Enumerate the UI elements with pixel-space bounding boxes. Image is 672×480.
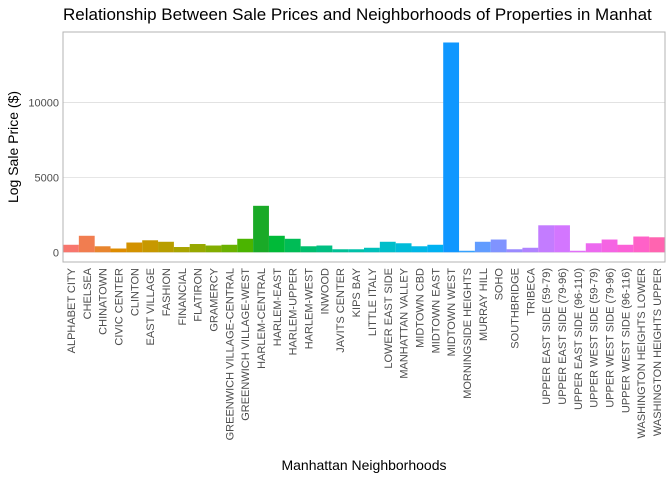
x-tick-label: ALPHABET CITY <box>66 267 78 353</box>
x-tick-label: UPPER WEST SIDE (59-79) <box>589 268 601 408</box>
x-tick-label: UPPER WEST SIDE (96-116) <box>620 268 632 413</box>
x-tick-label: GREENWICH VILLAGE-WEST <box>240 268 252 421</box>
bar <box>585 243 602 253</box>
bar <box>459 250 475 253</box>
x-tick-label: MORNINGSIDE HEIGHTS <box>462 268 474 399</box>
x-tick-label: WASHINGTON HEIGHTS LOWER <box>636 268 648 439</box>
x-tick-label: SOHO <box>494 268 506 301</box>
chart-title: Relationship Between Sale Prices and Nei… <box>63 5 652 24</box>
bar <box>601 239 618 253</box>
bar <box>348 249 364 253</box>
bar <box>554 225 570 253</box>
bar <box>221 244 238 253</box>
bar <box>316 245 333 253</box>
bar <box>649 237 665 253</box>
y-tick-label: 0 <box>53 247 59 259</box>
x-tick-label: WASHINGTON HEIGHTS UPPER <box>652 268 664 436</box>
x-tick-label: UPPER EAST SIDE (59-79) <box>541 268 553 405</box>
bar <box>522 247 539 253</box>
y-tick-label: 5000 <box>35 172 59 184</box>
x-tick-label: SOUTHBRIDGE <box>510 268 522 349</box>
bar <box>633 236 650 253</box>
bar <box>332 249 349 253</box>
bar <box>253 205 269 253</box>
x-tick-label: MIDTOWN EAST <box>430 268 442 354</box>
x-tick-label: FINANCIAL <box>177 268 189 325</box>
x-tick-label: UPPER WEST SIDE (79-96) <box>605 268 617 408</box>
x-tick-label: MURRAY HILL <box>478 268 490 341</box>
bar <box>284 238 301 253</box>
bar <box>142 240 159 253</box>
x-axis-title: Manhattan Neighborhoods <box>281 457 446 473</box>
bar <box>94 246 111 253</box>
x-tick-label: UPPER EAST SIDE (79-96) <box>557 268 569 405</box>
bar <box>110 248 127 253</box>
x-tick-label: CLINTON <box>129 268 141 316</box>
x-tick-label: UPPER EAST SIDE (96-110) <box>573 268 585 410</box>
bar <box>569 250 586 253</box>
x-tick-label: TRIBECA <box>525 267 537 315</box>
x-tick-label: GRAMERCY <box>209 267 221 331</box>
x-tick-label: JAVITS CENTER <box>335 268 347 353</box>
y-tick-label: 10000 <box>28 97 59 109</box>
x-tick-label: FASHION <box>161 268 173 316</box>
x-tick-label: CHELSEA <box>82 267 94 319</box>
x-tick-label: MIDTOWN WEST <box>446 268 458 357</box>
bar <box>617 244 634 253</box>
x-tick-label: HARLEM-EAST <box>272 268 284 347</box>
x-tick-label: HARLEM-WEST <box>304 268 316 350</box>
x-tick-label: INWOOD <box>319 268 331 314</box>
bar <box>443 42 460 253</box>
x-tick-label: GREENWICH VILLAGE-CENTRAL <box>224 268 236 440</box>
x-tick-label: KIPS BAY <box>351 267 363 317</box>
bar <box>538 225 555 253</box>
x-tick-label: CHINATOWN <box>98 268 110 335</box>
bar <box>506 249 523 253</box>
x-tick-label: CIVIC CENTER <box>113 268 125 346</box>
bar <box>300 246 317 253</box>
plot-border <box>62 31 666 263</box>
bar <box>237 238 254 253</box>
x-tick-label: HARLEM-UPPER <box>288 268 300 355</box>
bar <box>173 247 190 253</box>
bar <box>268 235 285 253</box>
bar <box>158 241 174 253</box>
x-tick-label: HARLEM-CENTRAL <box>256 268 268 369</box>
bar <box>474 241 491 253</box>
bar <box>411 246 428 253</box>
bar <box>395 243 412 253</box>
bar <box>205 245 222 253</box>
x-tick-label: LITTLE ITALY <box>367 267 379 336</box>
x-tick-label: MIDTOWN CBD <box>414 268 426 348</box>
x-tick-label: MANHATTAN VALLEY <box>399 267 411 378</box>
x-tick-label: FLATIRON <box>193 268 205 322</box>
bar <box>490 239 507 253</box>
bar <box>78 235 95 253</box>
bar <box>427 244 444 253</box>
bar <box>63 244 79 253</box>
x-tick-label: EAST VILLAGE <box>145 268 157 345</box>
x-tick-label: LOWER EAST SIDE <box>383 268 395 369</box>
bar <box>189 244 206 253</box>
y-axis-title: Log Sale Price ($) <box>5 91 21 203</box>
bar <box>364 247 380 253</box>
bar <box>379 241 396 253</box>
bar <box>126 242 143 253</box>
